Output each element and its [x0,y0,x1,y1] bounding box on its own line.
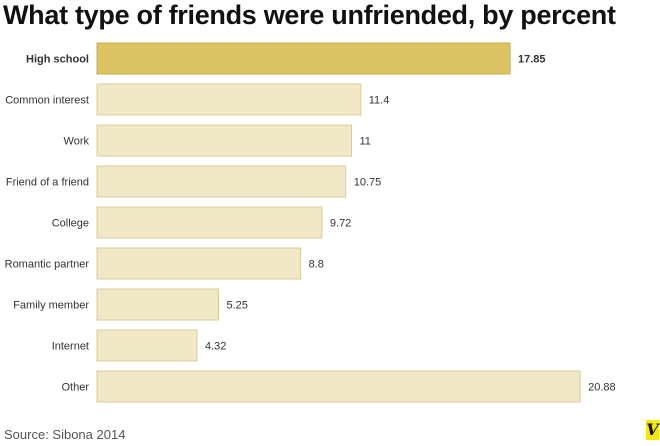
category-label: Romantic partner [5,259,90,271]
bar [96,83,362,116]
category-label: Family member [13,300,89,312]
bar [96,206,323,239]
category-label: Common interest [5,95,89,107]
category-label: Other [61,382,89,394]
bar [96,329,198,362]
value-label: 20.88 [588,382,616,394]
value-label: 8.8 [309,259,324,271]
category-label: Work [64,136,90,148]
value-label: 5.25 [226,300,247,312]
category-label: College [52,218,89,230]
value-label: 11.4 [369,95,390,107]
source-note: Source: Sibona 2014 [4,427,126,442]
value-label: 11 [360,136,371,148]
value-label: 10.75 [354,177,382,189]
value-label: 17.85 [518,54,546,66]
category-label: Internet [52,341,89,353]
bar [96,288,219,321]
bar [96,165,347,198]
vox-logo: V [646,420,659,440]
bar [96,247,302,280]
value-label: 9.72 [330,218,351,230]
bar [96,370,581,403]
chart-title: What type of friends were unfriended, by… [3,0,616,30]
bar [96,124,353,157]
category-label: Friend of a friend [6,177,89,189]
value-label: 4.32 [205,341,226,353]
bar [96,42,511,75]
category-label: High school [26,54,89,66]
